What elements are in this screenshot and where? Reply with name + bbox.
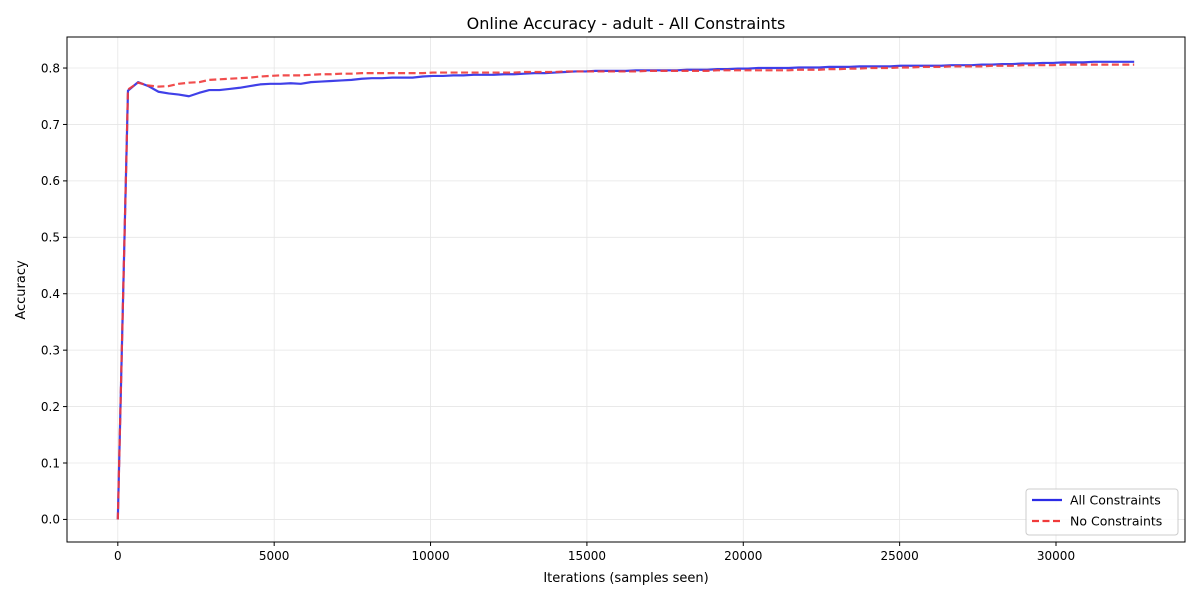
y-tick-label: 0.5 [41, 231, 60, 245]
chart-title: Online Accuracy - adult - All Constraint… [467, 14, 786, 33]
x-tick-label: 0 [114, 549, 122, 563]
x-tick-label: 5000 [259, 549, 290, 563]
y-tick-label: 0.3 [41, 343, 60, 357]
y-tick-label: 0.0 [41, 513, 60, 527]
grid-layer [67, 37, 1185, 542]
x-axis-title: Iterations (samples seen) [543, 571, 708, 586]
series-line-no-constraints [116, 63, 1135, 520]
x-tick-label: 15000 [568, 549, 606, 563]
x-tick-label: 30000 [1037, 549, 1075, 563]
series-line-all-constraints [116, 60, 1135, 520]
plot-frame [66, 36, 1186, 543]
y-tick-label: 0.7 [41, 118, 60, 132]
y-tick-label: 0.2 [41, 400, 60, 414]
y-tick-label: 0.6 [41, 174, 60, 188]
y-tick-label: 0.1 [41, 456, 60, 470]
legend-label-all-constraints: All Constraints [1070, 493, 1161, 508]
y-tick-label: 0.8 [41, 61, 60, 75]
legend-label-no-constraints: No Constraints [1070, 514, 1162, 529]
series-layer [116, 60, 1135, 520]
y-axis-title: Accuracy [14, 260, 29, 320]
x-tick-label: 20000 [724, 549, 762, 563]
x-tick-label: 10000 [411, 549, 449, 563]
tick-layer: 0 5000 10000 15000 20000 25000 30000 0.0 0.1 0.2 0… [41, 61, 1075, 563]
legend-box [1025, 488, 1179, 536]
x-tick-label: 25000 [881, 549, 919, 563]
y-tick-label: 0.4 [41, 287, 60, 301]
legend: All Constraints No Constraints [1025, 488, 1179, 536]
